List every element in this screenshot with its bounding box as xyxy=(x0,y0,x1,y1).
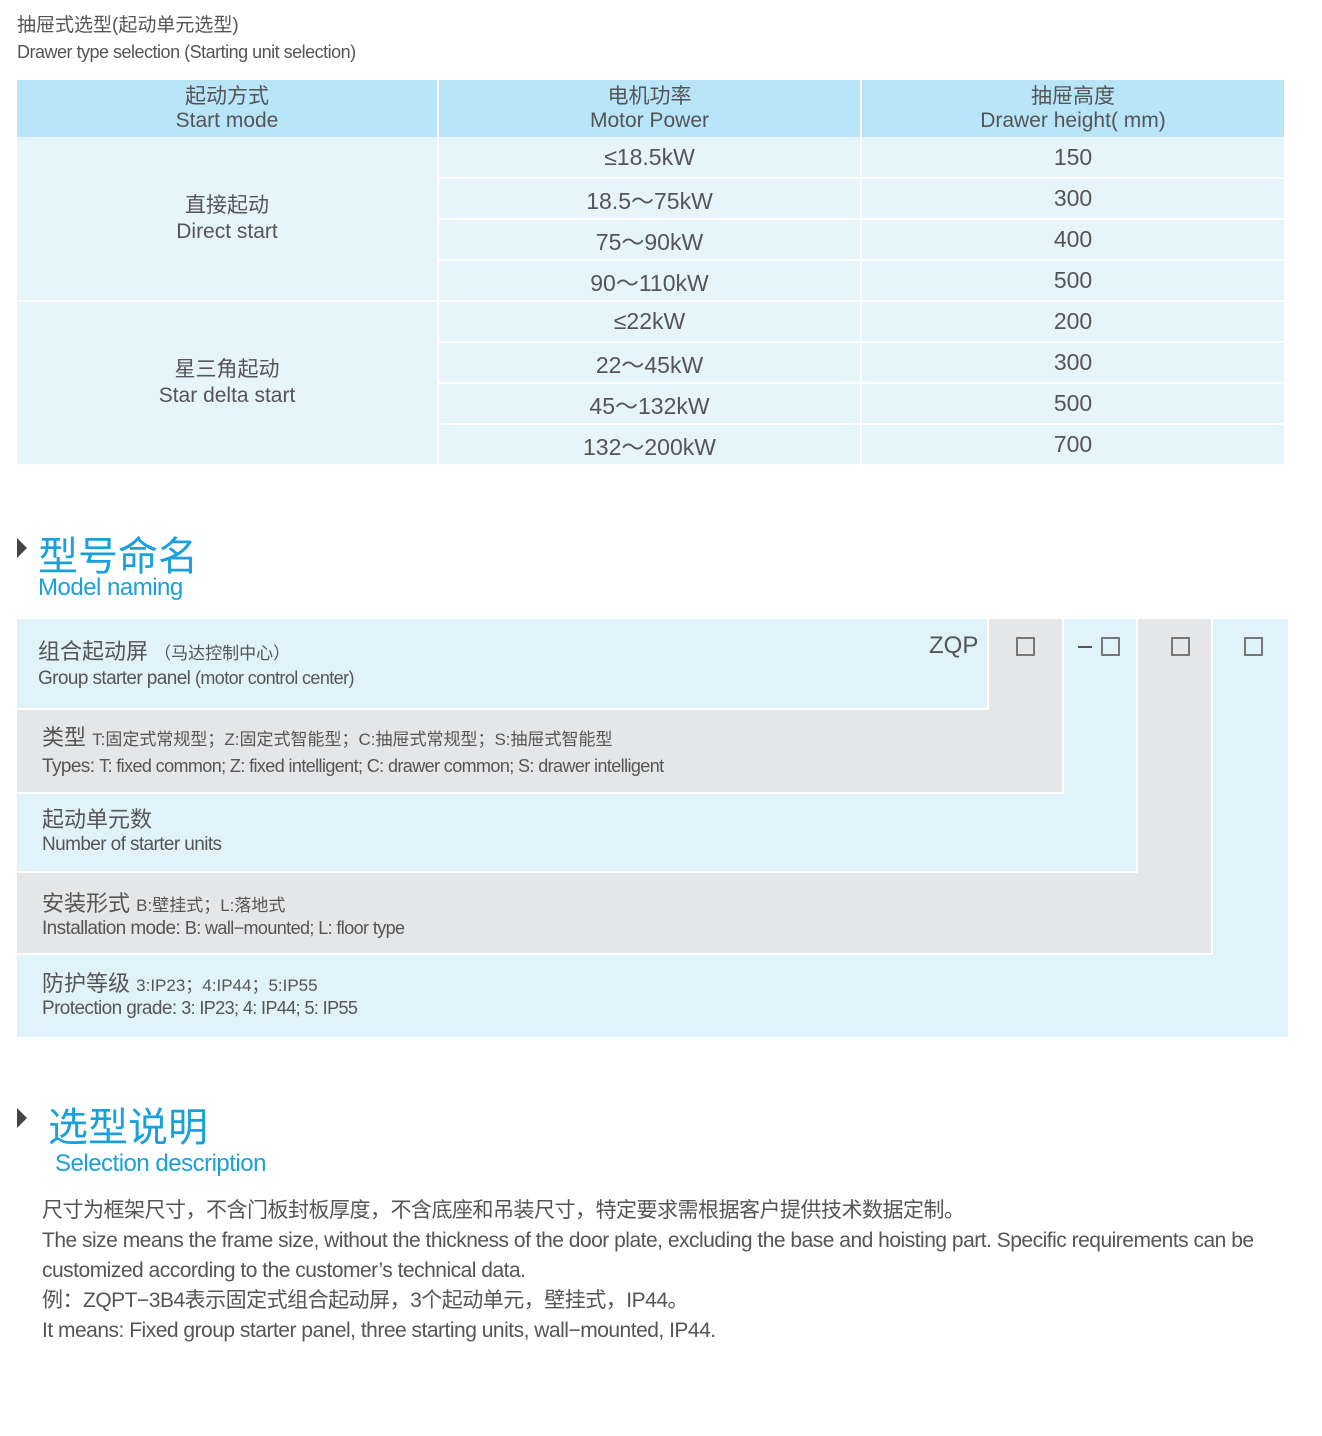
col-cn: 起动方式 xyxy=(185,84,269,108)
model-row-en: Types: T: fixed common; Z: fixed intelli… xyxy=(42,756,664,778)
row-label-cn: 类型 xyxy=(42,725,87,750)
desc-line: 尺寸为框架尺寸，不含门板封板厚度，不含底座和吊装尺寸，特定要求需根据客户提供技术… xyxy=(42,1199,965,1222)
start-mode-cell: 直接起动 Direct start xyxy=(17,137,439,302)
row-label-en: Installation mode: xyxy=(42,918,181,939)
section-title-cn: 抽屉式选型(起动单元选型) xyxy=(17,15,239,36)
drawer-height-cell: 200 xyxy=(861,301,1284,343)
col-drawer-height: 抽屉高度 Drawer height( mm) xyxy=(861,80,1284,137)
model-row-en: Installation mode: B: wall−mounted; L: f… xyxy=(42,918,405,940)
row-label-en: Number of starter units xyxy=(42,834,222,855)
drawer-height-cell: 500 xyxy=(861,260,1284,302)
row-label-cn: 组合起动屏 xyxy=(38,639,149,664)
motor-power-cell: 18.5～75kW xyxy=(438,178,862,220)
section-title-en: Drawer type selection (Starting unit sel… xyxy=(17,42,356,62)
drawer-height-cell: 400 xyxy=(861,219,1284,261)
motor-power-cell: 75～90kW xyxy=(438,219,862,261)
table-row: 90～110kW 500 xyxy=(17,260,1284,302)
motor-power-cell: 132～200kW xyxy=(438,424,862,466)
col-en: Motor Power xyxy=(589,108,710,132)
model-row-cn: 起动单元数 xyxy=(42,802,152,834)
motor-power-cell: 90～110kW xyxy=(438,260,862,302)
table-row: 星三角起动 Star delta start ≤22kW 200 xyxy=(17,301,1284,466)
motor-power-cell: 45～132kW xyxy=(438,383,862,425)
table-row: 45～132kW 500 xyxy=(17,383,1284,425)
mode-en: Star delta start xyxy=(158,384,296,407)
col-en: Start mode xyxy=(175,108,279,132)
row-note-en: T: fixed common; Z: fixed intelligent; C… xyxy=(99,756,664,776)
drawer-height-cell: 700 xyxy=(861,424,1284,466)
row-note-cn: 3:IP23；4:IP44；5:IP55 xyxy=(136,976,318,995)
drawer-height-cell: 500 xyxy=(861,383,1284,425)
model-row-cn: 组合起动屏 （马达控制中心） xyxy=(38,634,290,666)
row-note-cn: T:固定式常规型；Z:固定式智能型；C:抽屉式常规型；S:抽屉式智能型 xyxy=(92,730,613,749)
table-row: 75～90kW 400 xyxy=(17,219,1284,261)
row-note-cn: （马达控制中心） xyxy=(154,644,291,663)
placeholder-box-type xyxy=(1016,637,1035,656)
row-note-cn: B:壁挂式；L:落地式 xyxy=(136,896,286,915)
row-note-en: (motor control center) xyxy=(195,668,354,688)
drawer-height-cell: 300 xyxy=(861,178,1284,220)
desc-line: 例：ZQPT−3B4表示固定式组合起动屏，3个起动单元，壁挂式，IP44。 xyxy=(42,1289,689,1312)
mode-en: Direct start xyxy=(176,219,278,243)
desc-line: It means: Fixed group starter panel, thr… xyxy=(42,1319,716,1342)
placeholder-box-install xyxy=(1171,637,1190,656)
triangle-icon xyxy=(17,1108,27,1128)
col-en: Drawer height( mm) xyxy=(980,108,1166,132)
model-row-cn: 类型 T:固定式常规型；Z:固定式智能型；C:抽屉式常规型；S:抽屉式智能型 xyxy=(42,720,613,752)
mode-cn: 直接起动 xyxy=(185,193,269,217)
triangle-icon xyxy=(17,538,27,558)
row-label-cn: 防护等级 xyxy=(42,971,131,996)
desc-line: The size means the frame size, without t… xyxy=(42,1229,1254,1252)
motor-power-cell: ≤18.5kW xyxy=(438,137,862,179)
model-prefix: ZQP xyxy=(929,632,979,659)
model-title-cn: 型号命名 xyxy=(38,535,198,579)
motor-power-cell: 22～45kW xyxy=(438,342,862,384)
model-row-en: Number of starter units xyxy=(42,834,222,856)
desc-line: customized according to the customer’s t… xyxy=(42,1259,526,1282)
model-title-en: Model naming xyxy=(38,574,183,601)
col-start-mode: 起动方式 Start mode xyxy=(17,80,439,137)
model-row-cn: 防护等级 3:IP23；4:IP44；5:IP55 xyxy=(42,966,318,998)
table-row: 132～200kW 700 xyxy=(17,424,1284,466)
selection-title-en: Selection description xyxy=(55,1150,266,1177)
model-row-en: Protection grade: 3: IP23; 4: IP44; 5: I… xyxy=(42,998,358,1020)
row-label-cn: 起动单元数 xyxy=(42,807,153,832)
panel-layer-1 xyxy=(17,619,989,710)
start-mode-cell: 星三角起动 Star delta start xyxy=(17,301,439,466)
col-motor-power: 电机功率 Motor Power xyxy=(438,80,862,137)
row-label-en: Group starter panel xyxy=(38,668,191,689)
selection-title-cn: 选型说明 xyxy=(48,1106,208,1150)
mode-cn: 星三角起动 xyxy=(174,358,280,381)
table-row: 18.5～75kW 300 xyxy=(17,178,1284,220)
row-label-en: Types: xyxy=(42,756,95,777)
table-row: 22～45kW 300 xyxy=(17,342,1284,384)
table-row: 直接起动 Direct start ≤18.5kW 150 xyxy=(17,137,1284,302)
selection-description: 尺寸为框架尺寸，不含门板封板厚度，不含底座和吊装尺寸，特定要求需根据客户提供技术… xyxy=(42,1196,1302,1346)
col-cn: 电机功率 xyxy=(607,84,692,108)
row-label-cn: 安装形式 xyxy=(42,891,131,916)
model-row-en: Group starter panel (motor control cente… xyxy=(38,668,354,690)
drawer-selection-table: 起动方式 Start mode 电机功率 Motor Power 抽屉高度 Drawe… xyxy=(17,80,1284,466)
row-label-en: Protection grade: xyxy=(42,998,177,1019)
model-row-cn: 安装形式 B:壁挂式；L:落地式 xyxy=(42,886,285,918)
placeholder-box-protection xyxy=(1244,637,1263,656)
row-note-en: B: wall−mounted; L: floor type xyxy=(184,918,405,938)
dash-symbol xyxy=(1078,646,1092,648)
placeholder-box-units xyxy=(1101,637,1120,656)
motor-power-cell: ≤22kW xyxy=(438,301,862,343)
col-cn: 抽屉高度 xyxy=(1031,84,1115,108)
row-note-en: 3: IP23; 4: IP44; 5: IP55 xyxy=(181,998,358,1018)
drawer-height-cell: 150 xyxy=(861,137,1284,179)
drawer-height-cell: 300 xyxy=(861,342,1284,384)
